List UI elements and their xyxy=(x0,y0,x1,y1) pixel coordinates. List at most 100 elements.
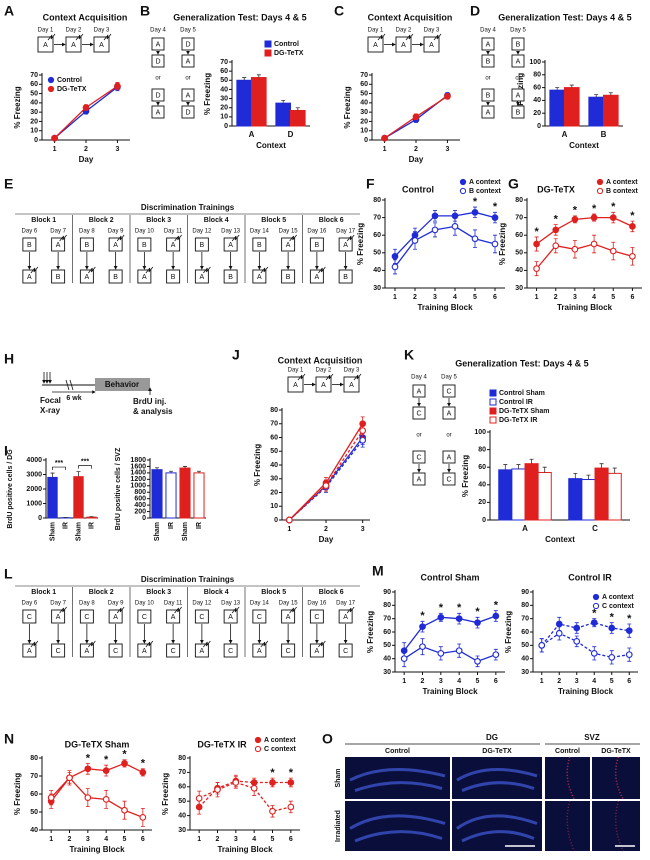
x-tick-label: 2 xyxy=(413,294,417,301)
day-label: Day 6 xyxy=(22,601,38,607)
context-letter: C xyxy=(416,454,421,461)
x-tick-label: 1 xyxy=(49,836,53,843)
data-point xyxy=(552,242,560,250)
y-tick-label: 20 xyxy=(220,105,228,112)
chart-title: Control Sham xyxy=(420,572,479,582)
or-label: or xyxy=(155,76,160,82)
block-label: Block 1 xyxy=(31,217,56,224)
y-tick-label: 100 xyxy=(529,59,541,66)
chart-title: DG-TeTX Sham xyxy=(65,739,130,749)
context-letter: A xyxy=(142,274,147,281)
context-box xyxy=(481,105,495,119)
x-axis-label: Training Block xyxy=(417,303,473,312)
context-letter: A xyxy=(343,614,348,621)
x-axis-label: Context xyxy=(545,535,575,544)
context-box xyxy=(181,105,195,119)
data-point xyxy=(590,214,598,221)
y-tick-label: 50 xyxy=(178,798,186,805)
error-bar xyxy=(516,464,521,469)
context-box xyxy=(51,609,66,624)
data-point xyxy=(269,779,276,786)
day-label: Day 17 xyxy=(336,229,356,235)
context-box xyxy=(309,643,324,658)
data-point xyxy=(533,240,540,248)
legend-marker xyxy=(459,187,467,195)
x-tick-label: 3 xyxy=(439,678,443,685)
significance-mark: * xyxy=(457,602,462,614)
panel-label: B xyxy=(140,3,150,19)
y-axis-label: % Freezing xyxy=(498,223,507,265)
data-point xyxy=(84,794,92,801)
data-point xyxy=(66,774,73,782)
day-label: Day 5 xyxy=(441,375,457,381)
data-point xyxy=(322,482,330,489)
data-point xyxy=(491,214,499,221)
legend-label: Control xyxy=(57,77,82,84)
context-box xyxy=(37,36,54,53)
day-label: Day 15 xyxy=(279,229,299,235)
data-point xyxy=(571,245,579,253)
context-box xyxy=(252,609,267,624)
dg-layer xyxy=(456,768,538,792)
x-axis-label: Day xyxy=(79,155,94,164)
y-tick-label: 50 xyxy=(30,809,38,816)
y-axis-label: % Freezing xyxy=(343,86,352,128)
y-tick-label: 20 xyxy=(360,118,368,125)
day-label: Day 10 xyxy=(135,229,155,235)
data-point xyxy=(411,237,419,244)
x-tick-label: 3 xyxy=(575,678,579,685)
context-box xyxy=(442,450,456,464)
context-box xyxy=(166,643,181,658)
data-point xyxy=(102,767,110,774)
y-tick-label: 0 xyxy=(224,123,228,130)
legend-label: A context xyxy=(264,737,296,744)
significance-mark: * xyxy=(86,752,91,764)
series-line xyxy=(536,216,633,245)
context-box xyxy=(252,237,267,252)
context-box xyxy=(137,609,152,624)
y-tick-label: 60 xyxy=(373,232,381,239)
y-tick-label: 30 xyxy=(270,476,278,483)
context-box xyxy=(51,237,66,252)
y-tick-label: 80 xyxy=(30,755,38,762)
data-point xyxy=(287,803,295,811)
x-tick-label: 1 xyxy=(540,678,544,685)
significance-bracket xyxy=(52,466,66,471)
shock-icon xyxy=(377,33,386,41)
context-letter: A xyxy=(286,614,291,621)
y-tick-label: 80 xyxy=(478,446,486,453)
y-tick-label: 70 xyxy=(30,72,38,79)
context-box xyxy=(108,269,123,284)
y-tick-label: 70 xyxy=(178,769,186,776)
data-point xyxy=(474,619,481,627)
y-tick-label: 60 xyxy=(478,464,486,471)
y-tick-label: 80 xyxy=(270,407,278,414)
y-tick-label: 60 xyxy=(30,81,38,88)
shock-icon xyxy=(325,373,334,381)
context-letter: A xyxy=(142,648,147,655)
context-letter: A xyxy=(71,42,76,49)
context-letter: A xyxy=(56,242,61,249)
timeline-break xyxy=(65,379,74,391)
x-tick-label: C xyxy=(592,524,598,533)
data-point xyxy=(590,619,598,627)
series-line xyxy=(198,780,291,808)
shock-icon xyxy=(353,373,362,381)
bar xyxy=(165,472,177,519)
context-box xyxy=(442,472,456,486)
y-axis-label: BrdU positive cells / SVZ xyxy=(115,447,122,530)
x-tick-label: 4 xyxy=(457,678,461,685)
context-box xyxy=(22,643,37,658)
context-box xyxy=(511,105,525,119)
context-box xyxy=(93,36,110,53)
context-box xyxy=(315,376,332,393)
legend-label: Control xyxy=(274,41,299,48)
legend-swatch xyxy=(489,407,497,415)
data-point xyxy=(250,784,258,792)
context-box xyxy=(481,37,495,51)
x-tick-label: IR xyxy=(88,522,95,529)
y-tick-label: 70 xyxy=(515,214,523,221)
x-tick-label: 6 xyxy=(493,294,497,301)
error-bar xyxy=(608,92,613,96)
